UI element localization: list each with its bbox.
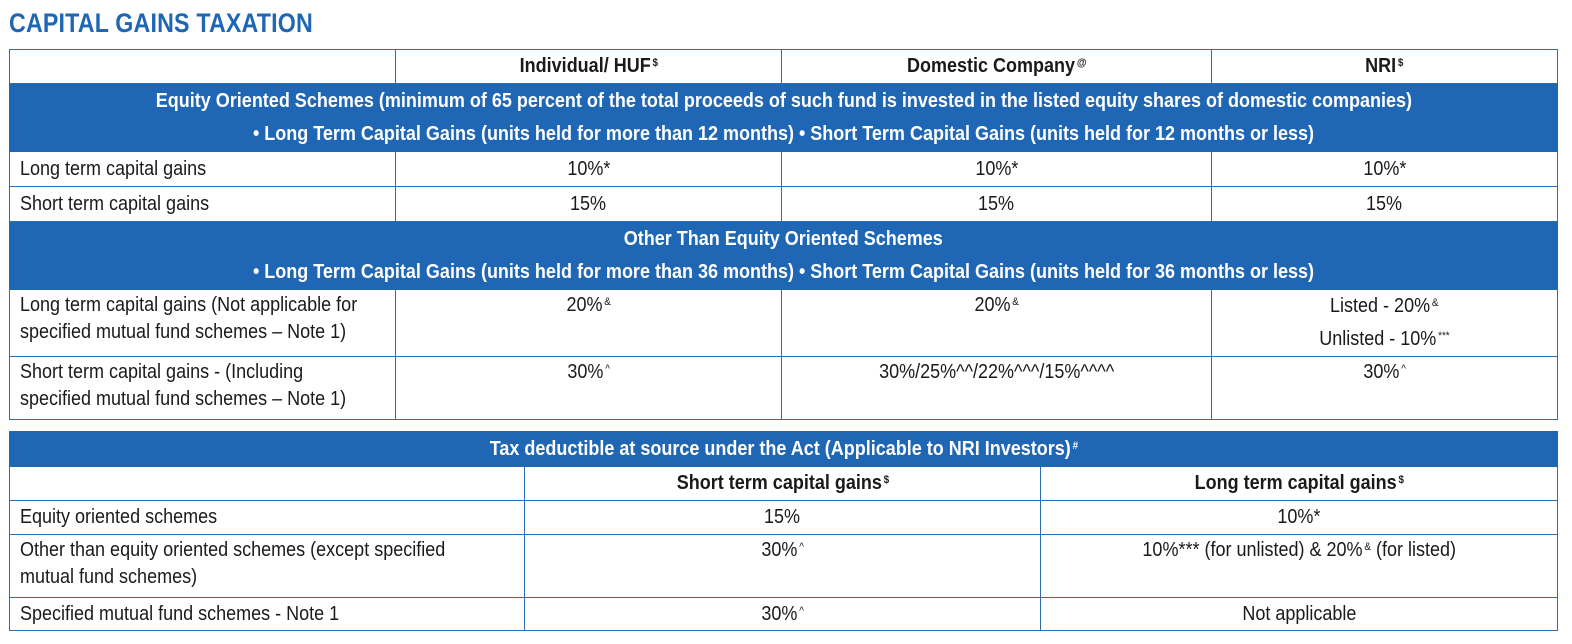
section-header-equity: Equity Oriented Schemes (minimum of 65 p… <box>9 83 1558 152</box>
table-header-row: Individual/ HUF $ Domestic Company @ NRI $ <box>9 49 1558 84</box>
section-title-equity: Equity Oriented Schemes (minimum of 65 p… <box>155 89 1412 112</box>
cell-company: 30%/25%^^/22%^^^/15%^^^^ <box>781 356 1212 420</box>
header-domestic-company: Domestic Company @ <box>781 49 1212 84</box>
page-title: CAPITAL GAINS TAXATION <box>9 8 313 38</box>
row-label: Long term capital gains <box>9 151 396 187</box>
row-label: Other than equity oriented schemes (exce… <box>9 534 525 598</box>
section-header-other: Other Than Equity Oriented Schemes • Lon… <box>9 221 1558 290</box>
cell-nri: 30% ^ <box>1211 356 1558 420</box>
capital-gains-table: Individual/ HUF $ Domestic Company @ NRI $ … <box>9 49 1558 420</box>
header-long-term: Long term capital gains $ <box>1039 466 1559 501</box>
table-row: Short term capital gains 15% 15% 15% <box>9 186 1558 222</box>
cell-short-term: 30% ^ <box>524 597 1041 631</box>
section-subtitle-other: • Long Term Capital Gains (units held fo… <box>252 260 1315 283</box>
cell-short-term: 30% ^ <box>524 534 1041 598</box>
section-title-other: Other Than Equity Oriented Schemes <box>623 227 944 250</box>
header-empty <box>9 49 396 84</box>
tds-table: Tax deductible at source under the Act (… <box>8 431 1559 631</box>
cell-individual: 20% & <box>395 289 782 357</box>
table-row: Other than equity oriented schemes (exce… <box>9 534 1559 598</box>
cell-nri: 15% <box>1211 186 1558 222</box>
tds-title: Tax deductible at source under the Act (… <box>8 431 1559 467</box>
cell-long-term: Not applicable <box>1039 597 1559 631</box>
table-row: Equity oriented schemes 15% 10%* <box>9 500 1559 535</box>
tds-title-row: Tax deductible at source under the Act (… <box>8 431 1559 467</box>
header-individual-huf: Individual/ HUF $ <box>395 49 782 84</box>
cell-long-term: 10%* <box>1039 500 1559 535</box>
cell-company: 20% & <box>781 289 1212 357</box>
row-label: Short term capital gains <box>9 186 396 222</box>
cell-individual: 15% <box>395 186 782 222</box>
table-row: Short term capital gains - (Including sp… <box>9 356 1558 420</box>
header-short-term: Short term capital gains $ <box>524 466 1041 501</box>
section-subtitle-equity: • Long Term Capital Gains (units held fo… <box>252 122 1315 145</box>
cell-long-term: 10%*** (for unlisted) & 20% & (for listed… <box>1039 534 1559 598</box>
table-row: Long term capital gains (Not applicable … <box>9 289 1558 357</box>
header-empty <box>9 466 525 501</box>
table-header-row: Short term capital gains $ Long term capi… <box>9 466 1559 501</box>
table-row: Long term capital gains 10%* 10%* 10%* <box>9 151 1558 187</box>
row-label: Equity oriented schemes <box>9 500 525 535</box>
cell-individual: 30% ^ <box>395 356 782 420</box>
cell-company: 10%* <box>781 151 1212 187</box>
cell-company: 15% <box>781 186 1212 222</box>
cell-individual: 10%* <box>395 151 782 187</box>
header-nri: NRI $ <box>1211 49 1558 84</box>
cell-nri: 10%* <box>1211 151 1558 187</box>
section-banner-equity: Equity Oriented Schemes (minimum of 65 p… <box>9 83 1558 152</box>
row-label: Specified mutual fund schemes - Note 1 <box>9 597 525 631</box>
row-label: Short term capital gains - (Including sp… <box>9 356 396 420</box>
table-row: Specified mutual fund schemes - Note 1 3… <box>9 597 1559 631</box>
cell-short-term: 15% <box>524 500 1041 535</box>
row-label: Long term capital gains (Not applicable … <box>9 289 396 357</box>
cell-nri: Listed - 20% & Unlisted - 10% *** <box>1211 289 1558 357</box>
section-banner-other: Other Than Equity Oriented Schemes • Lon… <box>9 221 1558 290</box>
